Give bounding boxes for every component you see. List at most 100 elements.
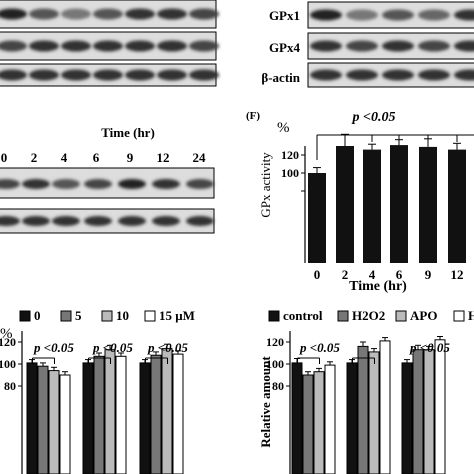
blot-band xyxy=(22,179,50,189)
legend-g: control H2O2 APO H2O2 + xyxy=(268,308,474,323)
blot-band xyxy=(186,216,214,226)
legend-swatch xyxy=(453,310,465,322)
blot-band xyxy=(310,9,342,21)
blot-band xyxy=(346,69,378,81)
sig-label: p <0.05 xyxy=(147,340,188,355)
blot-band xyxy=(84,179,112,189)
blot-band xyxy=(118,179,146,189)
y-tick-label: 100 xyxy=(0,357,16,371)
x-tick-label: 6 xyxy=(396,267,403,282)
time-tick-label: 4 xyxy=(61,150,68,165)
blot-band xyxy=(52,179,80,189)
y-tick-label: 100 xyxy=(281,166,299,180)
bar xyxy=(412,349,424,474)
blot-band xyxy=(454,69,474,81)
blot-band xyxy=(93,69,123,81)
bar xyxy=(82,362,94,474)
legend-e: 0 5 10 15 μM xyxy=(19,308,195,323)
bar xyxy=(59,374,71,474)
y-tick-label: 80 xyxy=(272,379,284,393)
sig-label: p <0.05 xyxy=(92,340,133,355)
blot-band xyxy=(0,40,27,52)
blot-top-right: GPx1 GPx4 β-actin xyxy=(261,1,474,88)
blot-band xyxy=(189,69,219,81)
blot-band xyxy=(186,179,214,189)
blot-band xyxy=(189,8,219,20)
legend-label: H2O2 xyxy=(352,308,385,323)
legend-label: H2O2 + xyxy=(468,308,474,323)
blot-band xyxy=(29,8,59,20)
panel-f-sig: p <0.05 xyxy=(352,110,396,125)
blot-band xyxy=(157,40,187,52)
panel-bottom-left: 0 5 10 15 μM % 80 100 120 p <0.05 p <0.05 p <0.0… xyxy=(0,308,195,474)
blot-band xyxy=(152,179,180,189)
blot-label-gpx4: GPx4 xyxy=(269,40,301,55)
bar xyxy=(48,370,60,474)
legend-label: 10 xyxy=(116,308,129,323)
bar xyxy=(390,145,408,263)
blot-band xyxy=(152,216,180,226)
blot-band xyxy=(310,40,342,52)
blot-band xyxy=(61,8,91,20)
x-tick-label: 9 xyxy=(425,267,432,282)
blot-band xyxy=(382,40,414,52)
bar xyxy=(346,362,358,474)
sig-label: p <0.05 xyxy=(409,340,450,355)
blot-band xyxy=(0,216,20,226)
blot-band xyxy=(125,8,155,20)
blot-label-gpx1: GPx1 xyxy=(269,8,300,23)
legend-swatch xyxy=(101,310,113,322)
legend-label: APO xyxy=(410,308,437,323)
blot-band xyxy=(346,9,378,21)
blot-band xyxy=(61,69,91,81)
bar xyxy=(336,146,354,263)
panel-bottom-right: control H2O2 APO H2O2 + Relative amount 80 1… xyxy=(258,308,474,474)
panel-f: (F) % p <0.05 GPx activity Time (hr) 100… xyxy=(246,110,474,294)
bar xyxy=(434,339,446,474)
bar xyxy=(115,355,127,474)
time-tick-label: 24 xyxy=(193,150,207,165)
y-tick-label: 120 xyxy=(281,148,299,162)
bar xyxy=(448,149,466,263)
bar xyxy=(139,362,151,474)
blot-band xyxy=(125,40,155,52)
time-tick-label: 2 xyxy=(31,150,38,165)
panel-f-percent: % xyxy=(277,120,290,136)
blot-band xyxy=(29,40,59,52)
sig-label: p <0.05 xyxy=(33,340,74,355)
panel-f-xlabel: Time (hr) xyxy=(349,279,407,294)
blot-band xyxy=(157,8,187,20)
time-tick-label: 9 xyxy=(127,150,134,165)
blot-band xyxy=(157,69,187,81)
legend-swatch xyxy=(395,310,407,322)
time-tick-label: 0 xyxy=(1,150,8,165)
bar xyxy=(324,364,336,474)
blot-band xyxy=(22,216,50,226)
y-tick-label: 80 xyxy=(4,379,16,393)
legend-swatch xyxy=(19,310,31,322)
bar xyxy=(26,362,38,474)
blot-band xyxy=(29,69,59,81)
blot-middle: Time (hr) 0 2 4 6 9 12 24 xyxy=(0,125,215,234)
blot-band xyxy=(346,40,378,52)
blot-label-beta-actin: β-actin xyxy=(261,70,300,85)
x-tick-label: 4 xyxy=(369,267,376,282)
legend-label: 15 μM xyxy=(159,308,195,323)
blot-band xyxy=(418,40,450,52)
y-tick-label: 120 xyxy=(0,335,16,349)
bar xyxy=(150,354,162,474)
x-tick-label: 2 xyxy=(342,267,349,282)
bar xyxy=(308,173,326,263)
bottom-right-ylabel: Relative amount xyxy=(258,356,273,448)
blot-band xyxy=(310,69,342,81)
legend-swatch xyxy=(337,310,349,322)
blot-band xyxy=(382,69,414,81)
blot-band xyxy=(454,40,474,52)
time-tick-label: 12 xyxy=(157,150,170,165)
bar xyxy=(291,362,303,474)
time-tick-label: 6 xyxy=(93,150,100,165)
blot-band xyxy=(125,69,155,81)
blot-band xyxy=(61,40,91,52)
blot-band xyxy=(0,179,20,189)
